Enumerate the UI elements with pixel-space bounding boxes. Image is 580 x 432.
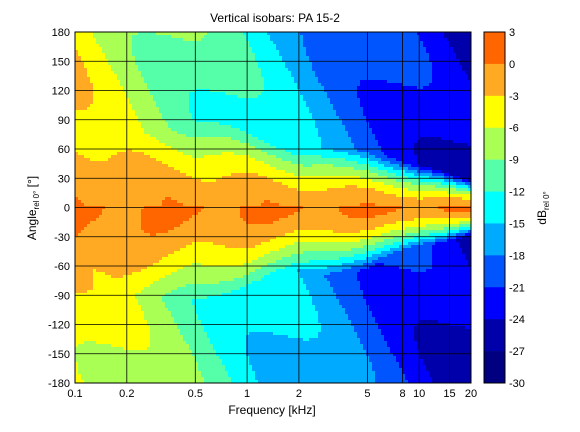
plot-frame — [74, 31, 472, 384]
colorbar-segment — [484, 159, 505, 192]
y-tick-label: 0 — [64, 203, 70, 215]
colorbar-tick-label: 0 — [509, 59, 515, 71]
colorbar-segment — [484, 287, 505, 320]
x-tick-label: 0.1 — [67, 388, 82, 400]
colorbar-segment — [484, 127, 505, 160]
colorbar-tick-label: -18 — [509, 250, 525, 262]
y-tick-label: -90 — [54, 290, 70, 302]
y-tick-label: 180 — [52, 27, 70, 39]
y-tick-label: -30 — [54, 232, 70, 244]
x-tick-label: 0.2 — [119, 388, 134, 400]
colorbar-label-sub: rel 0° — [542, 191, 551, 210]
x-axis-ticks: 0.1 0.2 0.5 1 2 5 8 10 15 20 — [67, 388, 477, 400]
colorbar-tick-label: -6 — [509, 123, 519, 135]
y-tick-label: 120 — [52, 86, 70, 98]
colorbar-frame — [483, 31, 506, 384]
x-tick-label: 2 — [296, 388, 302, 400]
colorbar-tick-label: -3 — [509, 91, 519, 103]
y-axis-label: Anglerel 0° [°] — [25, 176, 41, 240]
y-tick-label: -150 — [48, 349, 70, 361]
colorbar-segment — [484, 223, 505, 256]
x-tick-label: 20 — [465, 388, 477, 400]
colorbar-tick-label: -12 — [509, 187, 525, 199]
y-axis-label-main: Angle — [25, 209, 39, 240]
y-tick-label: 30 — [58, 173, 70, 185]
x-tick-label: 1 — [244, 388, 250, 400]
x-tick-label: 0.5 — [188, 388, 203, 400]
colorbar-label-main: dB — [535, 210, 549, 225]
colorbar-tick-label: -30 — [509, 378, 525, 390]
colorbar-tick-label: 3 — [509, 27, 515, 39]
y-tick-label: 90 — [58, 115, 70, 127]
colorbar — [483, 31, 506, 384]
y-tick-label: -120 — [48, 320, 70, 332]
y-tick-label: 150 — [52, 56, 70, 68]
y-axis-label-sub: rel 0° — [32, 191, 41, 210]
colorbar-segment — [484, 191, 505, 224]
x-axis-label: Frequency [kHz] — [228, 403, 315, 417]
x-tick-label: 15 — [443, 388, 455, 400]
x-tick-label: 10 — [413, 388, 425, 400]
colorbar-ticks: 3 0 -3 -6 -9 -12 -15 -18 -21 -24 -27 -30 — [509, 27, 525, 390]
x-tick-label: 5 — [364, 388, 370, 400]
y-tick-label: -180 — [48, 378, 70, 390]
colorbar-segment — [484, 319, 505, 352]
colorbar-tick-label: -27 — [509, 346, 525, 358]
colorbar-segment — [484, 255, 505, 288]
chart-title: Vertical isobars: PA 15-2 — [210, 11, 340, 25]
x-tick-label: 8 — [399, 388, 405, 400]
colorbar-segment — [484, 32, 505, 65]
y-tick-label: 60 — [58, 144, 70, 156]
colorbar-segment — [484, 351, 505, 384]
colorbar-segment — [484, 95, 505, 129]
y-tick-label: -60 — [54, 261, 70, 273]
y-axis-ticks: 180 150 120 90 60 30 0 -30 -60 -90 -120 -150 -180 — [48, 27, 70, 390]
plot-area — [74, 31, 472, 384]
y-axis-label-unit: [°] — [25, 176, 39, 191]
colorbar-segment — [484, 63, 505, 97]
colorbar-label: dBrel 0° — [535, 191, 551, 224]
colorbar-tick-label: -21 — [509, 282, 525, 294]
colorbar-tick-label: -9 — [509, 155, 519, 167]
colorbar-tick-label: -24 — [509, 314, 525, 326]
colorbar-tick-label: -15 — [509, 218, 525, 230]
